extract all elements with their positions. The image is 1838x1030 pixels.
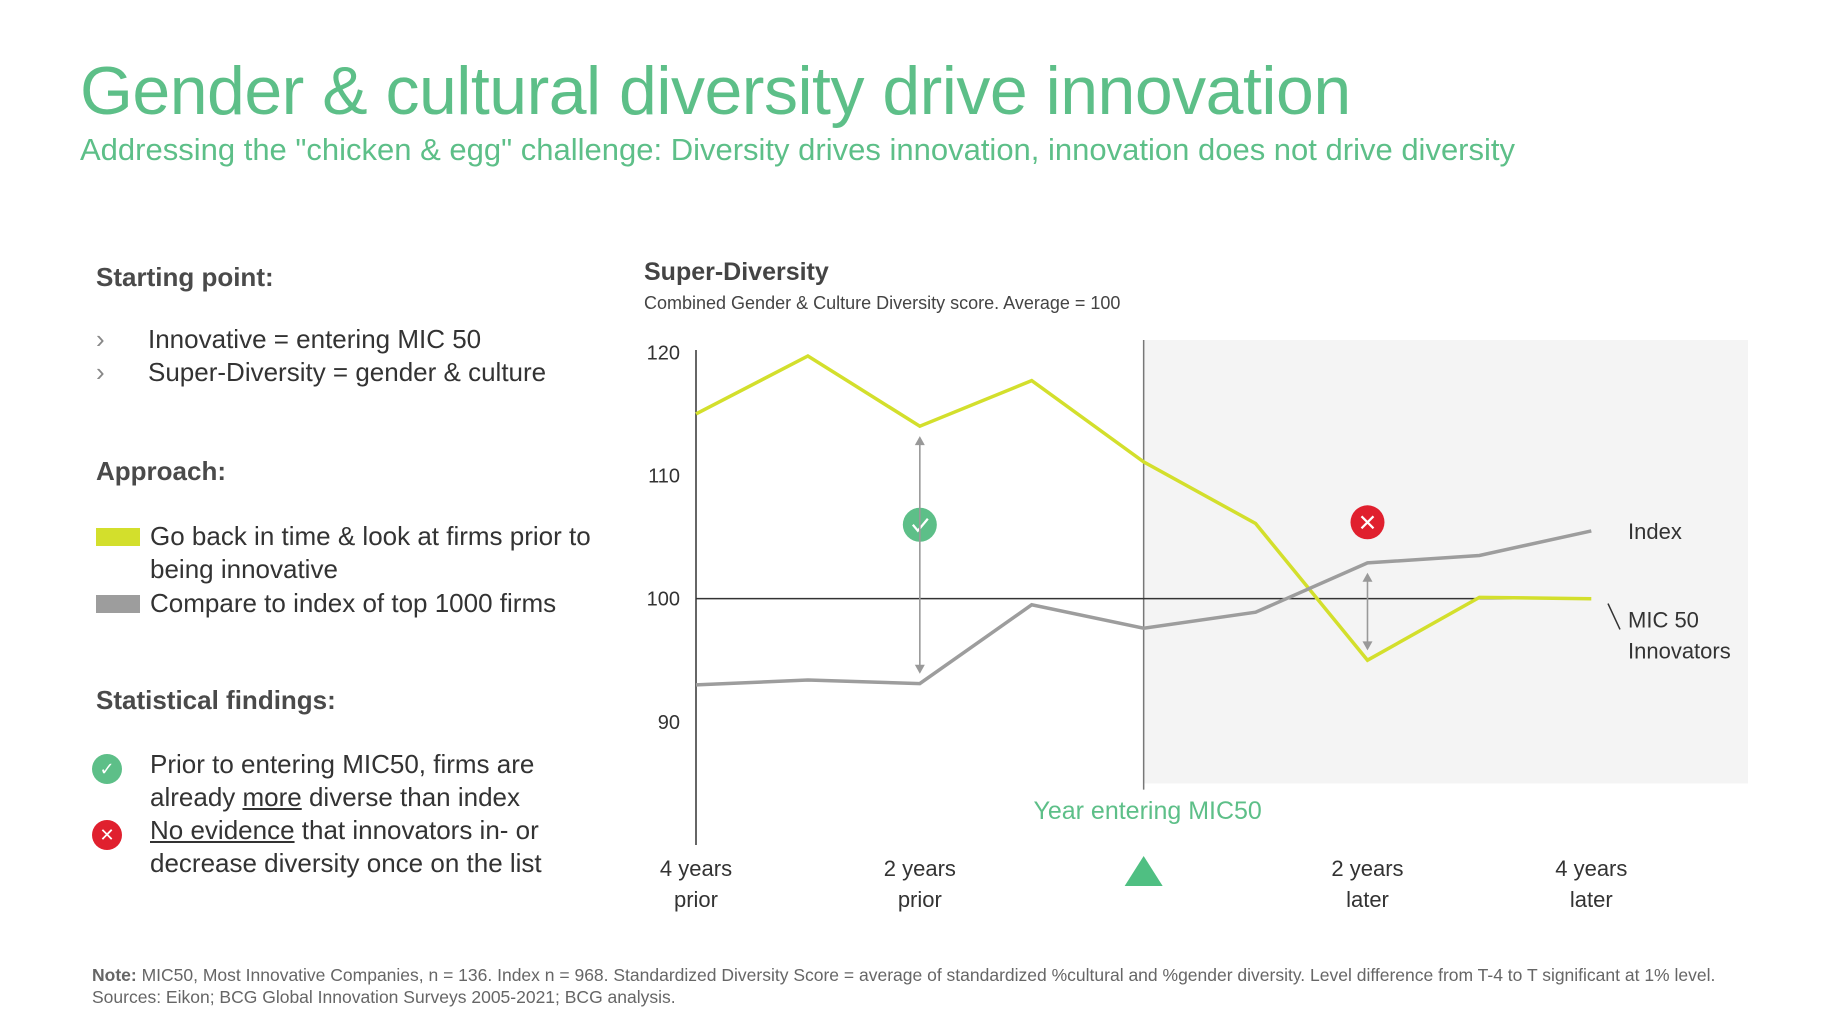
x-tick-label: 4 years — [1555, 856, 1627, 881]
series-label-leader — [1607, 603, 1621, 630]
y-tick-label: 100 — [647, 589, 680, 611]
x-tick-label: later — [1570, 887, 1613, 912]
finding-item: ✕ No evidence that innovators in- or dec… — [92, 814, 632, 880]
starting-point-heading: Starting point: — [96, 262, 274, 292]
legend-text: Compare to index of top 1000 firms — [150, 588, 557, 618]
finding-underlined: more — [242, 782, 302, 812]
bullet-item: › Super-Diversity = gender & culture — [96, 357, 546, 388]
approach-heading: Approach: — [96, 456, 226, 486]
arrow-head-down-icon — [1362, 641, 1373, 651]
series-label: Index — [1628, 519, 1682, 544]
series-label: MIC 50 — [1628, 608, 1699, 633]
series-label: Innovators — [1628, 639, 1731, 664]
x-tick-label: prior — [674, 887, 718, 912]
note-label: Note: — [92, 965, 137, 985]
page-subtitle: Addressing the "chicken & egg" challenge… — [80, 132, 1516, 167]
legend-text: Go back in time & look at firms prior to… — [150, 521, 591, 584]
line-chart: 90 100 110 120 4 years prior 2 years prior 2 yea… — [647, 340, 1748, 912]
check-mark-icon — [911, 518, 929, 533]
finding-underlined: No evidence — [150, 815, 295, 845]
note-text: MIC50, Most Innovative Companies, n = 13… — [92, 965, 1716, 1007]
x-tick-label: prior — [898, 887, 942, 912]
finding-item: ✓ Prior to entering MIC50, firms are alr… — [92, 748, 632, 814]
y-tick-label: 120 — [647, 342, 680, 364]
chevron-right-icon: › — [96, 357, 105, 387]
finding-text: Prior to entering MIC50, firms are alrea… — [150, 749, 535, 812]
findings-heading: Statistical findings: — [96, 685, 336, 715]
x-tick-label: 2 years — [1331, 856, 1403, 881]
chevron-right-icon: › — [96, 324, 105, 354]
triangle-marker-icon — [1124, 856, 1163, 886]
chart-title: Super-Diversity — [644, 258, 829, 286]
legend-item-innovators: Go back in time & look at firms prior to… — [96, 520, 616, 586]
bullet-text: Super-Diversity = gender & culture — [148, 357, 547, 387]
cross-mark-icon — [1360, 515, 1375, 530]
page-title: Gender & cultural diversity drive innova… — [80, 53, 1351, 129]
shaded-period-after — [1143, 340, 1748, 784]
check-circle-icon: ✓ — [92, 754, 122, 784]
bullet-text: Innovative = entering MIC 50 — [148, 324, 482, 354]
x-tick-label: 4 years — [660, 856, 732, 881]
bullet-item: › Innovative = entering MIC 50 — [96, 324, 481, 355]
x-tick-label: 2 years — [884, 856, 956, 881]
finding-text: diverse than index — [301, 782, 520, 812]
chart-subtitle: Combined Gender & Culture Diversity scor… — [644, 293, 1121, 313]
x-circle-icon: ✕ — [92, 820, 122, 850]
arrow-head-down-icon — [914, 664, 925, 674]
arrow-head-up-icon — [914, 436, 925, 446]
y-tick-label: 110 — [648, 465, 680, 487]
series-line — [695, 529, 1592, 687]
x-tick-label: later — [1346, 887, 1389, 912]
y-tick-label: 90 — [658, 712, 680, 734]
series-line — [695, 353, 1592, 663]
legend-swatch-yellow — [96, 528, 140, 546]
arrow-head-up-icon — [1362, 572, 1373, 582]
finding-text: that innovators in- or decrease diversit… — [150, 815, 542, 878]
legend-item-index: Compare to index of top 1000 firms — [96, 587, 616, 620]
footnote: Note: MIC50, Most Innovative Companies, … — [92, 964, 1752, 1008]
x-marker-label: Year entering MIC50 — [1033, 797, 1261, 825]
legend-swatch-grey — [96, 595, 140, 613]
